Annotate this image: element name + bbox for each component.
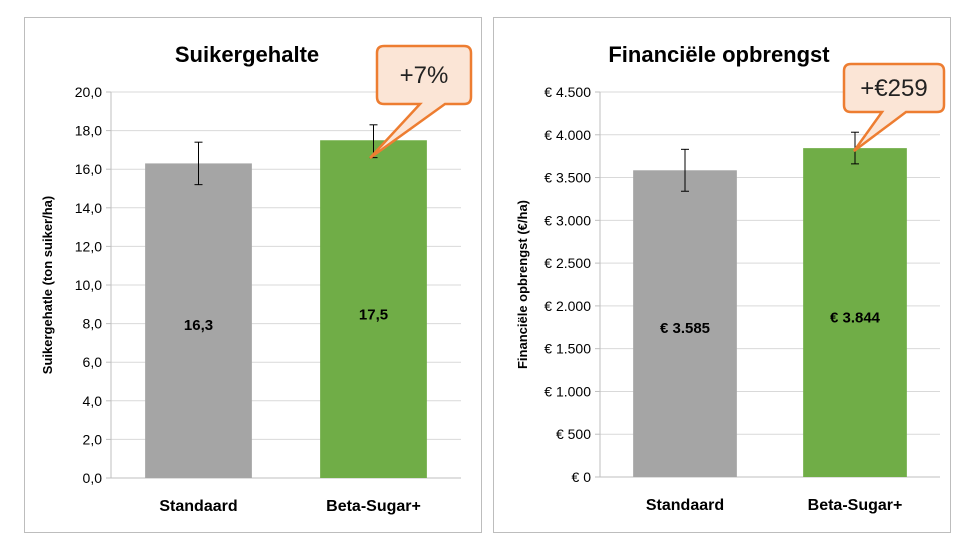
y-tick-label: 10,0 — [75, 277, 102, 293]
chart-panel-suikergehalte: Suikergehalte 0,0 2,0 4,0 6,0 8,0 10,0 12,0 14,0… — [24, 17, 482, 533]
error-bar — [681, 148, 689, 192]
y-tick-label: € 1.000 — [544, 383, 591, 399]
y-tick-label: € 4.500 — [544, 84, 591, 100]
y-tick-label: € 2.000 — [544, 298, 591, 314]
y-tick-label: € 2.500 — [544, 255, 591, 271]
y-tick-label: € 4.000 — [544, 127, 591, 143]
chart-title: Suikergehalte — [175, 42, 319, 67]
data-label: 16,3 — [184, 317, 213, 334]
y-tick-label: 20,0 — [75, 84, 102, 100]
y-tick-label: 8,0 — [83, 316, 103, 332]
x-tick-label: Beta-Sugar+ — [808, 497, 903, 514]
y-tick-label: 12,0 — [75, 238, 102, 254]
y-tick-label: € 500 — [556, 426, 591, 442]
y-tick-label: € 1.500 — [544, 341, 591, 357]
x-tick-label: Standaard — [646, 497, 724, 514]
callout-annotation: +7% — [369, 44, 473, 160]
data-label: € 3.585 — [660, 320, 710, 337]
callout-text: +€259 — [860, 75, 927, 102]
callout-bubble — [369, 44, 473, 160]
y-axis-label: Suikergehatle (ton suiker/ha) — [40, 196, 55, 374]
y-tick-label: € 0 — [572, 469, 592, 485]
callout-annotation: +€259 — [842, 62, 946, 152]
chart-title: Financiële opbrengst — [608, 42, 830, 67]
bar-chart: Financiële opbrengst € 0 € 500 € 1.000 € 1.5… — [515, 42, 946, 514]
bar-beta-sugar- — [803, 148, 907, 477]
y-tick-label: 4,0 — [83, 393, 103, 409]
y-axis-label: Financiële opbrengst (€/ha) — [515, 200, 530, 369]
bar-chart: Suikergehalte 0,0 2,0 4,0 6,0 8,0 10,0 12,0 14,0… — [40, 42, 473, 515]
x-tick-label: Beta-Sugar+ — [326, 498, 421, 515]
callout-text: +7% — [400, 62, 449, 89]
y-tick-label: 18,0 — [75, 123, 102, 139]
error-bar — [194, 141, 203, 186]
y-tick-label: 16,0 — [75, 161, 102, 177]
y-tick-label: 6,0 — [83, 354, 103, 370]
chart-panel-financiele-opbrengst: Financiële opbrengst € 0 € 500 € 1.000 € 1.5… — [493, 17, 951, 533]
x-tick-label: Standaard — [159, 498, 237, 515]
bar-beta-sugar- — [320, 140, 427, 478]
y-tick-label: € 3.000 — [544, 212, 591, 228]
y-tick-label: 0,0 — [83, 470, 103, 486]
y-tick-label: 2,0 — [83, 431, 103, 447]
bar-standaard — [145, 163, 252, 478]
bar-standaard — [633, 170, 737, 478]
callout-bubble — [842, 62, 946, 152]
y-tick-label: 14,0 — [75, 200, 102, 216]
data-label: 17,5 — [359, 306, 388, 323]
y-tick-label: € 3.500 — [544, 170, 591, 186]
data-label: € 3.844 — [830, 309, 881, 326]
